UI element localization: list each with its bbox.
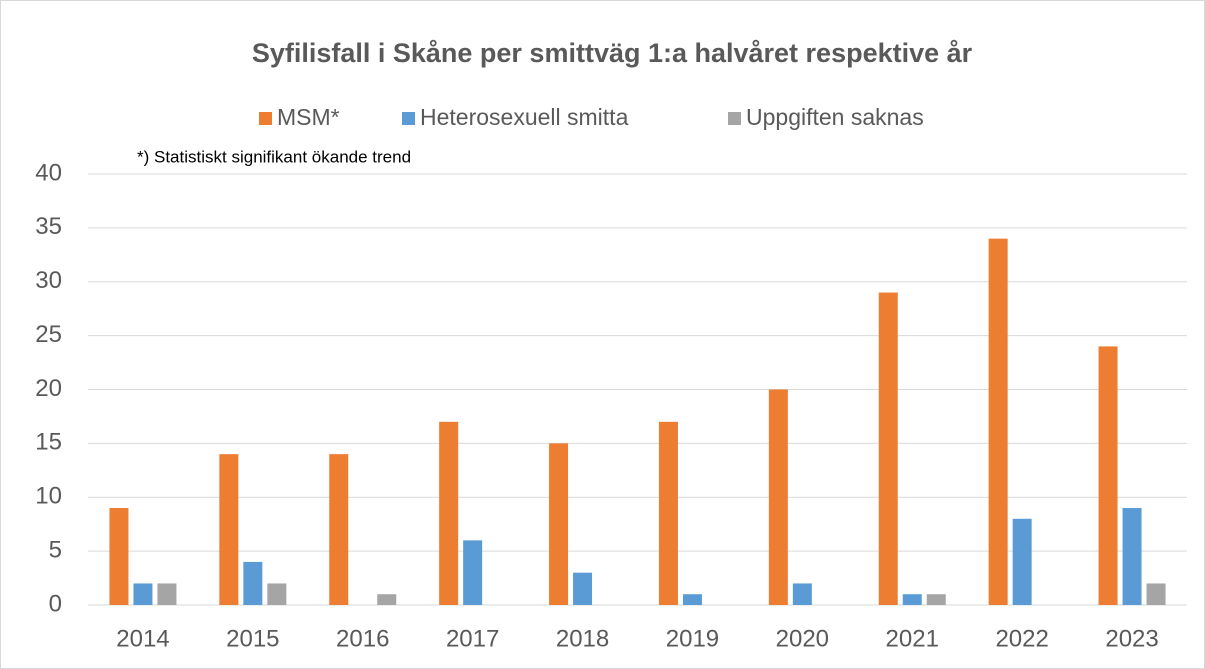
x-tick-label: 2019	[666, 625, 719, 652]
y-tick-label: 25	[35, 321, 62, 348]
x-tick-label: 2022	[995, 625, 1048, 652]
bar	[988, 238, 1008, 605]
bar	[792, 583, 812, 605]
y-tick-label: 35	[35, 213, 62, 240]
x-tick-label: 2020	[776, 625, 829, 652]
legend-label: Heterosexuell smitta	[420, 104, 629, 130]
bar	[926, 594, 946, 605]
x-tick-label: 2017	[446, 625, 499, 652]
x-tick-label: 2023	[1105, 625, 1158, 652]
bar	[658, 421, 678, 605]
x-tick-label: 2021	[886, 625, 939, 652]
y-tick-label: 0	[49, 590, 62, 617]
bar	[1098, 346, 1118, 605]
y-tick-label: 5	[49, 536, 62, 563]
bar	[902, 594, 922, 605]
bar	[573, 572, 593, 605]
bar	[219, 454, 239, 605]
legend-swatch	[259, 112, 272, 125]
y-tick-label: 30	[35, 267, 62, 294]
bar	[439, 421, 459, 605]
y-tick-label: 10	[35, 483, 62, 510]
bar	[768, 389, 788, 605]
x-tick-label: 2014	[116, 625, 169, 652]
bar	[109, 508, 129, 605]
bar	[377, 594, 397, 605]
chart-title: Syfilisfall i Skåne per smittväg 1:a hal…	[252, 38, 973, 68]
y-tick-label: 40	[35, 159, 62, 186]
bar	[1146, 583, 1166, 605]
bar	[1122, 508, 1142, 605]
bar	[243, 561, 263, 605]
bar	[133, 583, 153, 605]
bar	[463, 540, 483, 605]
x-tick-label: 2016	[336, 625, 389, 652]
legend-swatch	[728, 112, 741, 125]
bar	[1012, 518, 1032, 605]
x-tick-label: 2015	[226, 625, 279, 652]
bar	[878, 292, 898, 605]
legend-label: Uppgiften saknas	[746, 104, 924, 130]
legend-label: MSM*	[277, 104, 340, 130]
bar	[157, 583, 177, 605]
y-tick-label: 20	[35, 375, 62, 402]
bar	[682, 594, 702, 605]
legend-swatch	[402, 112, 415, 125]
bar	[267, 583, 287, 605]
x-tick-label: 2018	[556, 625, 609, 652]
bar	[329, 454, 349, 605]
bar	[549, 443, 569, 605]
annotation: *) Statistiskt signifikant ökande trend	[137, 147, 411, 166]
y-tick-label: 15	[35, 429, 62, 456]
